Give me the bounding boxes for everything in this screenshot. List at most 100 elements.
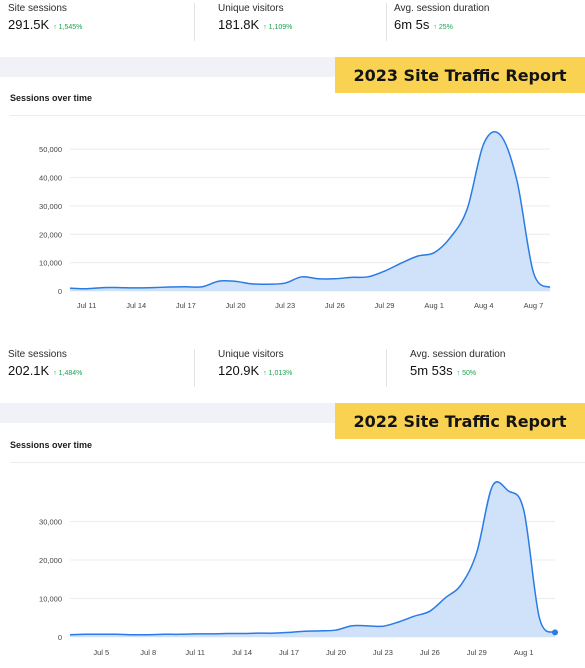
stat-change: ↑ 1,109% bbox=[263, 24, 293, 31]
stat-divider bbox=[194, 349, 195, 387]
stat-change: ↑ 1,013% bbox=[263, 370, 293, 377]
data-point bbox=[178, 633, 180, 635]
stat-avg-session-duration: Avg. session duration 6m 5s ↑ 25% bbox=[394, 3, 489, 32]
stats-row-2023: Site sessions 291.5K ↑ 1,545% Unique visi… bbox=[0, 3, 585, 45]
data-point bbox=[131, 633, 133, 635]
data-point bbox=[284, 282, 286, 284]
data-point bbox=[288, 631, 290, 633]
stat-label: Avg. session duration bbox=[410, 349, 506, 360]
stat-unique-visitors: Unique visitors 181.8K ↑ 1,109% bbox=[218, 3, 292, 32]
x-tick-label: Aug 4 bbox=[474, 301, 494, 310]
data-point bbox=[118, 286, 120, 288]
data-point bbox=[466, 208, 468, 210]
x-tick-label: Jul 8 bbox=[140, 648, 156, 657]
report-banner-2022: 2022 Site Traffic Report bbox=[335, 403, 585, 439]
stat-value: 202.1K bbox=[8, 363, 50, 378]
data-point bbox=[335, 629, 337, 631]
y-tick-label: 30,000 bbox=[39, 202, 62, 211]
stat-change: ↑ 25% bbox=[433, 24, 453, 31]
stat-value: 291.5K bbox=[8, 17, 50, 32]
stat-value: 181.8K bbox=[218, 17, 260, 32]
last-point-marker bbox=[552, 629, 558, 636]
data-point bbox=[69, 287, 71, 289]
data-point bbox=[444, 597, 446, 599]
data-point bbox=[499, 134, 501, 136]
data-point bbox=[301, 276, 303, 278]
stat-value: 5m 53s bbox=[410, 363, 453, 378]
data-point bbox=[317, 278, 319, 280]
data-point bbox=[303, 630, 305, 632]
data-point bbox=[185, 286, 187, 288]
data-point bbox=[507, 490, 509, 492]
x-tick-label: Jul 29 bbox=[374, 301, 394, 310]
x-tick-label: Jul 11 bbox=[77, 301, 96, 310]
data-point bbox=[400, 262, 402, 264]
sessions-chart-2022: 0 10,000 20,000 30,000 Jul 5 Jul 8 Jul 11 Jul 1… bbox=[39, 481, 558, 657]
x-tick-label: Jul 17 bbox=[279, 648, 299, 657]
stat-avg-session-duration: Avg. session duration 5m 53s ↑ 50% bbox=[410, 349, 505, 378]
stat-label: Unique visitors bbox=[218, 349, 284, 360]
data-point bbox=[100, 633, 102, 635]
data-point bbox=[135, 287, 137, 289]
stat-label: Unique visitors bbox=[218, 3, 284, 14]
stat-site-sessions: Site sessions 291.5K ↑ 1,545% bbox=[8, 3, 82, 32]
data-point bbox=[491, 485, 493, 487]
data-point bbox=[69, 633, 71, 635]
y-tick-label: 0 bbox=[58, 633, 62, 642]
data-point bbox=[84, 633, 86, 635]
x-tick-label: Jul 11 bbox=[185, 648, 204, 657]
stat-label: Site sessions bbox=[8, 3, 67, 14]
data-point bbox=[549, 286, 551, 288]
data-point bbox=[413, 615, 415, 617]
data-point bbox=[241, 632, 243, 634]
series-line bbox=[69, 131, 551, 290]
x-tick-label: Aug 1 bbox=[424, 301, 444, 310]
stat-value: 120.9K bbox=[218, 363, 260, 378]
x-tick-label: Jul 23 bbox=[275, 301, 295, 310]
data-point bbox=[516, 179, 518, 181]
stat-change: ↑ 1,484% bbox=[53, 370, 83, 377]
stat-change: ↑ 50% bbox=[456, 370, 477, 377]
data-point bbox=[476, 551, 478, 553]
x-tick-label: Jul 23 bbox=[373, 648, 393, 657]
x-tick-label: Jul 29 bbox=[467, 648, 487, 657]
data-point bbox=[152, 286, 154, 288]
data-point bbox=[267, 283, 269, 285]
x-tick-label: Jul 20 bbox=[226, 301, 246, 310]
y-tick-label: 20,000 bbox=[39, 556, 62, 565]
y-tick-label: 30,000 bbox=[39, 518, 62, 527]
stat-change: ↑ 1,545% bbox=[53, 24, 83, 31]
data-point bbox=[234, 280, 236, 282]
data-point bbox=[102, 286, 104, 288]
x-tick-label: Jul 14 bbox=[232, 648, 252, 657]
data-point bbox=[319, 630, 321, 632]
data-point bbox=[429, 610, 431, 612]
data-point bbox=[449, 236, 451, 238]
x-tick-label: Jul 14 bbox=[126, 301, 146, 310]
data-point bbox=[397, 621, 399, 623]
stats-row-2022: Site sessions 202.1K ↑ 1,484% Unique visi… bbox=[0, 349, 585, 391]
data-point bbox=[257, 632, 259, 634]
series-line bbox=[69, 481, 556, 636]
data-point bbox=[350, 276, 352, 278]
data-point bbox=[523, 509, 525, 511]
stat-divider bbox=[386, 349, 387, 387]
x-tick-label: Aug 1 bbox=[514, 648, 534, 657]
data-point bbox=[382, 625, 384, 627]
data-point bbox=[383, 270, 385, 272]
y-tick-label: 50,000 bbox=[39, 145, 62, 154]
data-point bbox=[334, 278, 336, 280]
data-point bbox=[483, 142, 485, 144]
data-point bbox=[163, 633, 165, 635]
stat-divider bbox=[194, 3, 195, 41]
data-point bbox=[251, 283, 253, 285]
data-point bbox=[538, 617, 540, 619]
data-point bbox=[85, 288, 87, 290]
x-tick-label: Jul 17 bbox=[176, 301, 196, 310]
data-point bbox=[168, 286, 170, 288]
report-banner-2023: 2023 Site Traffic Report bbox=[335, 57, 585, 93]
panel-divider bbox=[10, 462, 585, 463]
data-point bbox=[366, 625, 368, 627]
stat-value: 6m 5s bbox=[394, 17, 430, 32]
stat-site-sessions: Site sessions 202.1K ↑ 1,484% bbox=[8, 349, 82, 378]
